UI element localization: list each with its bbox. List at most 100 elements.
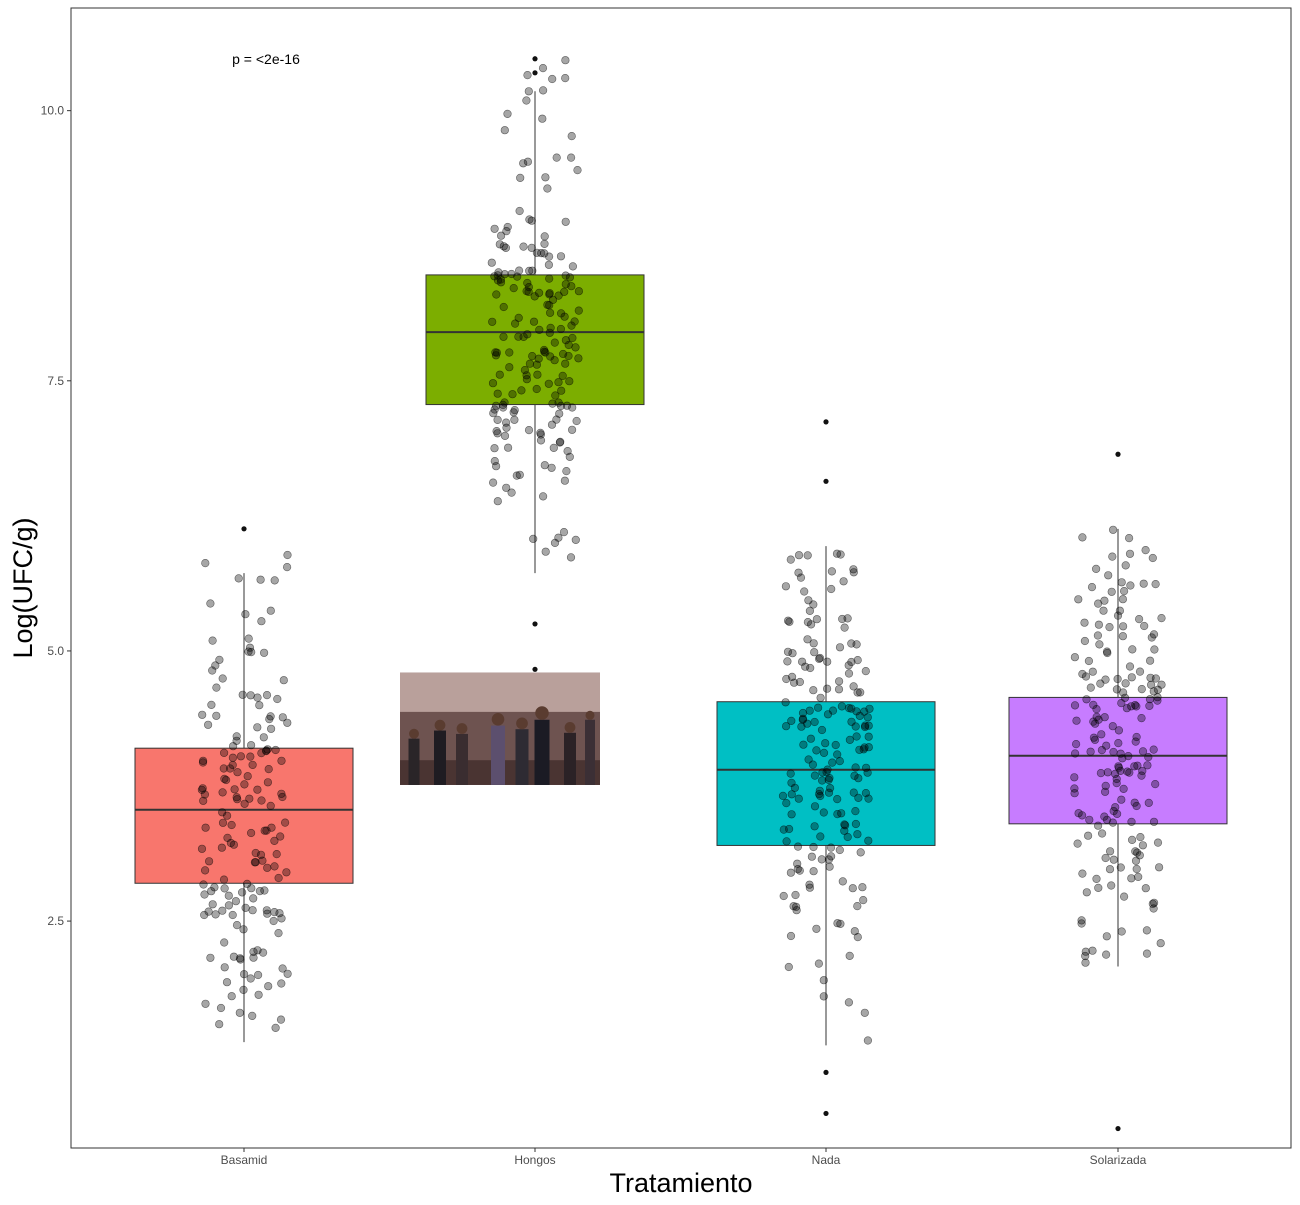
- jitter-point-solarizada: [1100, 787, 1110, 796]
- outlier-point-nada: [823, 1110, 829, 1117]
- jitter-point-nada: [807, 852, 817, 861]
- photo-person-head: [434, 719, 446, 731]
- jitter-point-nada: [843, 832, 852, 842]
- jitter-point-hongos: [502, 483, 511, 492]
- jitter-point-solarizada: [1080, 618, 1089, 627]
- jitter-point-basamid: [269, 916, 278, 926]
- x-axis-title: Tratamiento: [609, 1168, 752, 1198]
- jitter-point-nada: [779, 825, 788, 834]
- jitter-point-hongos: [556, 437, 565, 447]
- jitter-point-hongos: [564, 351, 573, 361]
- jitter-point-hongos: [491, 401, 501, 410]
- jitter-point-hongos: [524, 426, 534, 435]
- jitter-point-solarizada: [1097, 829, 1107, 838]
- jitter-point-nada: [848, 884, 857, 893]
- jitter-point-basamid: [257, 748, 266, 758]
- jitter-point-nada: [853, 901, 862, 911]
- jitter-point-nada: [816, 832, 825, 841]
- jitter-point-hongos: [544, 379, 553, 388]
- jitter-point-basamid: [260, 886, 269, 895]
- jitter-point-solarizada: [1127, 835, 1137, 845]
- jitter-point-basamid: [218, 906, 227, 915]
- jitter-point-nada: [856, 688, 865, 697]
- jitter-point-nada: [783, 647, 793, 656]
- jitter-point-nada: [864, 794, 873, 803]
- jitter-point-nada: [794, 794, 803, 803]
- jitter-point-nada: [790, 783, 800, 792]
- jitter-point-nada: [797, 722, 806, 731]
- jitter-point-hongos: [557, 386, 566, 395]
- jitter-point-nada: [860, 743, 869, 752]
- jitter-point-solarizada: [1107, 881, 1116, 890]
- jitter-point-basamid: [247, 828, 256, 838]
- jitter-point-hongos: [537, 249, 546, 258]
- photo-person-body: [585, 719, 595, 785]
- jitter-point-basamid: [199, 880, 208, 889]
- jitter-point-nada: [833, 794, 842, 804]
- jitter-point-solarizada: [1086, 683, 1095, 692]
- jitter-point-nada: [834, 677, 844, 686]
- jitter-point-basamid: [247, 741, 256, 750]
- jitter-point-basamid: [220, 748, 229, 758]
- jitter-point-hongos: [567, 132, 576, 141]
- jitter-point-hongos: [556, 324, 566, 334]
- jitter-point-hongos: [552, 153, 561, 162]
- jitter-point-basamid: [281, 818, 290, 827]
- y-tick-label: 7.5: [47, 374, 64, 388]
- jitter-point-nada: [850, 771, 859, 780]
- jitter-point-hongos: [525, 266, 534, 276]
- jitter-point-solarizada: [1085, 815, 1094, 824]
- jitter-point-hongos: [567, 425, 577, 434]
- jitter-point-basamid: [201, 999, 210, 1008]
- jitter-point-solarizada: [1153, 838, 1163, 847]
- jitter-point-solarizada: [1134, 872, 1143, 882]
- jitter-point-nada: [860, 1008, 869, 1017]
- photo-person-body: [515, 729, 529, 785]
- jitter-point-basamid: [245, 794, 254, 803]
- outlier-point-nada: [823, 419, 829, 425]
- jitter-point-solarizada: [1131, 847, 1140, 856]
- y-tick-label: 10.0: [41, 104, 65, 118]
- jitter-point-basamid: [270, 907, 279, 917]
- jitter-point-solarizada: [1121, 561, 1130, 570]
- jitter-point-basamid: [246, 974, 255, 983]
- jitter-point-hongos: [523, 330, 532, 339]
- jitter-point-nada: [864, 732, 873, 741]
- jitter-point-nada: [786, 868, 796, 877]
- jitter-point-hongos: [514, 332, 523, 341]
- jitter-point-solarizada: [1096, 768, 1105, 778]
- box-basamid: [134, 747, 354, 884]
- jitter-point-nada: [828, 758, 837, 767]
- jitter-point-hongos: [547, 463, 556, 472]
- photo-person-body: [434, 730, 446, 785]
- jitter-point-basamid: [211, 661, 220, 670]
- jitter-point-nada: [835, 845, 844, 855]
- jitter-point-basamid: [200, 890, 209, 899]
- jitter-point-basamid: [243, 772, 252, 781]
- jitter-point-hongos: [540, 461, 549, 470]
- jitter-point-hongos: [532, 248, 542, 257]
- jitter-point-solarizada: [1080, 636, 1089, 646]
- jitter-point-solarizada: [1100, 812, 1109, 821]
- jitter-point-basamid: [283, 969, 292, 978]
- jitter-point-basamid: [218, 818, 228, 827]
- jitter-point-hongos: [549, 443, 558, 453]
- jitter-point-nada: [834, 685, 844, 694]
- jitter-point-hongos: [554, 378, 563, 387]
- jitter-point-hongos: [496, 275, 506, 284]
- jitter-point-hongos: [522, 375, 532, 384]
- jitter-point-hongos: [565, 273, 575, 282]
- jitter-point-basamid: [270, 862, 279, 871]
- jitter-point-hongos: [544, 252, 554, 261]
- jitter-point-nada: [812, 746, 821, 755]
- jitter-point-solarizada: [1119, 892, 1129, 901]
- jitter-point-hongos: [505, 348, 514, 357]
- jitter-point-nada: [809, 842, 818, 852]
- jitter-point-solarizada: [1153, 696, 1162, 705]
- jitter-point-nada: [778, 791, 788, 801]
- jitter-point-solarizada: [1070, 749, 1080, 758]
- jitter-point-nada: [792, 906, 801, 915]
- jitter-point-solarizada: [1116, 749, 1125, 758]
- jitter-point-nada: [803, 617, 813, 627]
